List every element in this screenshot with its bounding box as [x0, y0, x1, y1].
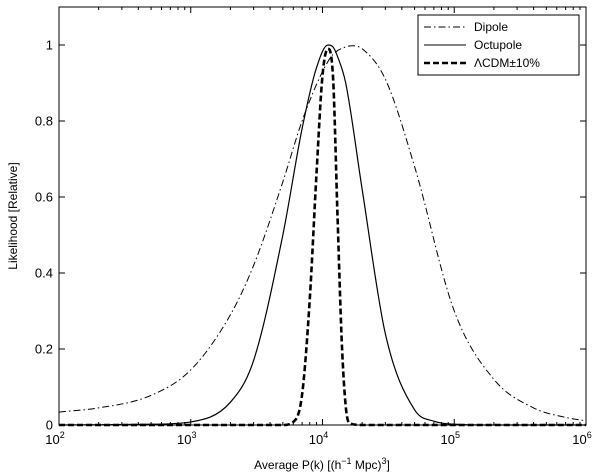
x-axis-label: Average P(k) [(h−1 Mpc)3] [254, 456, 390, 472]
series-curves [58, 44, 587, 427]
x-tick-label: 102 [45, 430, 64, 447]
x-tick-label: 106 [572, 430, 591, 447]
legend-label-dipole: Dipole [474, 20, 508, 34]
y-tick-label: 0.8 [35, 114, 53, 129]
y-axis-label: Likelihood [Relative] [6, 162, 20, 269]
x-tick-base: 10 [441, 432, 455, 447]
legend: Dipole Octupole ΛCDM±10% [417, 14, 580, 76]
y-tick-label: 0.2 [35, 342, 53, 357]
x-axis-label-end: ] [387, 458, 390, 472]
x-tick-label: 105 [441, 430, 460, 447]
x-tick-exponent: 6 [587, 430, 592, 440]
x-tick-label: 103 [177, 430, 196, 447]
x-tick-base: 10 [309, 432, 323, 447]
x-tick-base: 10 [177, 432, 191, 447]
x-tick-label: 104 [309, 430, 328, 447]
x-axis-label-main: Average P(k) [(h [254, 458, 341, 472]
y-tick-label: 0.6 [35, 190, 53, 205]
legend-label-octupole: Octupole [474, 38, 522, 52]
x-tick-exponent: 2 [60, 430, 65, 440]
plot-background [59, 7, 586, 425]
y-tick-label: 0.4 [35, 266, 53, 281]
x-tick-exponent: 5 [455, 430, 460, 440]
x-axis-label-mid: Mpc) [352, 458, 382, 472]
x-tick-exponent: 4 [323, 430, 328, 440]
x-axis-label-sup2: 3 [382, 456, 387, 466]
x-axis-label-sup1: −1 [341, 456, 351, 466]
x-tick-exponent: 3 [191, 430, 196, 440]
legend-label-lcdm: ΛCDM±10% [474, 56, 540, 70]
y-tick-label: 0 [46, 418, 53, 433]
x-tick-base: 10 [45, 432, 59, 447]
series-line-lcdm [58, 47, 586, 427]
series-line-octupole [58, 44, 586, 426]
y-tick-label: 1 [46, 38, 53, 53]
plot-frame [58, 6, 587, 426]
x-tick-base: 10 [572, 432, 586, 447]
